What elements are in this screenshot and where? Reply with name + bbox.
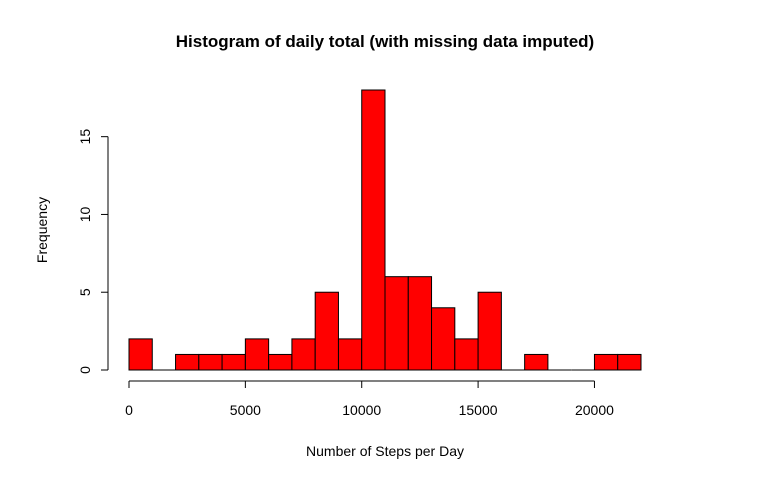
- x-axis-label: Number of Steps per Day: [306, 443, 464, 459]
- x-tick-label: 15000: [459, 402, 498, 418]
- chart-title: Histogram of daily total (with missing d…: [176, 32, 594, 51]
- histogram-bar: [268, 353, 293, 371]
- y-tick-label: 5: [77, 288, 93, 296]
- histogram-bar: [431, 307, 456, 371]
- y-axis-label: Frequency: [34, 197, 50, 263]
- y-tick-label: 10: [77, 206, 93, 222]
- histogram-bar: [244, 338, 270, 371]
- x-tick-label: 5000: [230, 402, 261, 418]
- histogram-bar: [221, 353, 246, 371]
- y-tick-label: 15: [77, 129, 93, 145]
- y-tick-label: 0: [77, 366, 93, 374]
- histogram-bar: [524, 353, 549, 371]
- x-axis: 0 5000 10000 15000 20000: [125, 380, 614, 418]
- y-axis: 0 5 10 15: [77, 129, 109, 374]
- histogram-bar: [128, 338, 153, 371]
- x-tick-label: 0: [125, 402, 133, 418]
- histogram-bar: [407, 276, 433, 371]
- histogram-bar: [384, 276, 409, 371]
- histogram-bar: [337, 338, 363, 371]
- x-tick-label: 10000: [342, 402, 381, 418]
- histogram-bar: [454, 338, 479, 371]
- histogram-bar: [314, 291, 339, 371]
- histogram-bar: [593, 353, 619, 371]
- histogram-bar: [198, 353, 223, 371]
- histogram-bar: [175, 353, 200, 371]
- histogram-bar: [477, 291, 502, 371]
- histogram-bar: [361, 89, 386, 371]
- x-tick-label: 20000: [575, 402, 614, 418]
- histogram-bar: [291, 338, 316, 371]
- bars-group: [128, 89, 642, 371]
- histogram-bar: [617, 353, 642, 371]
